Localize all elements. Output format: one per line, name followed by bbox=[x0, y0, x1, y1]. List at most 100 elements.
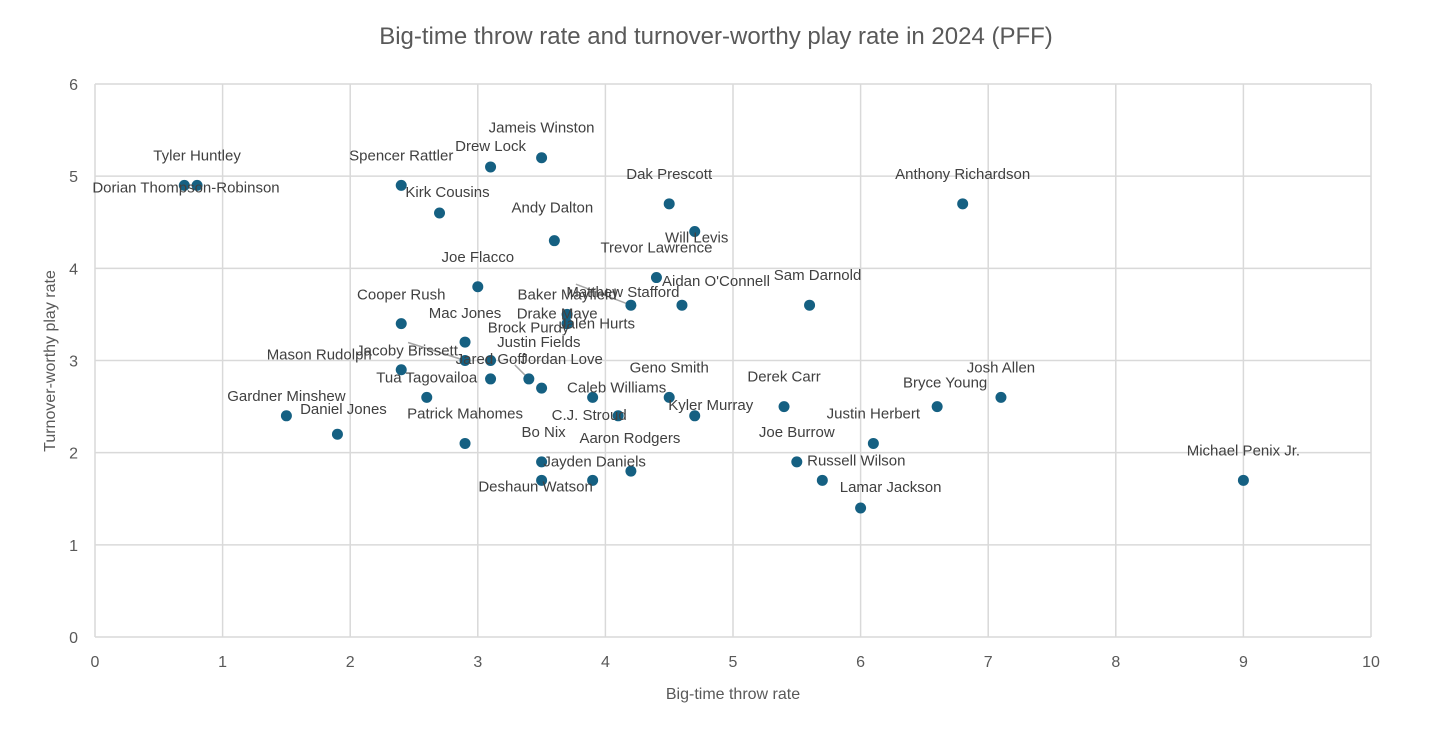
data-point[interactable] bbox=[331, 428, 343, 440]
y-tick-label: 5 bbox=[69, 169, 78, 186]
point-label: Bo Nix bbox=[522, 424, 567, 441]
data-point[interactable] bbox=[434, 207, 446, 219]
data-point[interactable] bbox=[625, 465, 637, 477]
data-point[interactable] bbox=[485, 355, 497, 366]
x-tick-label: 9 bbox=[1239, 654, 1248, 671]
point-label: Tua Tagovailoa bbox=[376, 369, 478, 386]
data-point[interactable] bbox=[395, 179, 407, 191]
x-tick-label: 4 bbox=[601, 654, 610, 671]
data-point[interactable] bbox=[855, 502, 867, 514]
data-point[interactable] bbox=[459, 437, 471, 449]
x-tick-label: 5 bbox=[729, 654, 738, 671]
point-label: Kirk Cousins bbox=[405, 184, 489, 201]
data-point[interactable] bbox=[689, 225, 701, 237]
point-label: Bryce Young bbox=[903, 375, 987, 392]
data-point[interactable] bbox=[459, 355, 471, 366]
data-point[interactable] bbox=[612, 410, 624, 422]
data-point[interactable] bbox=[485, 161, 497, 173]
point-label: Deshaun Watson bbox=[478, 478, 593, 495]
data-point[interactable] bbox=[995, 391, 1007, 403]
data-point[interactable] bbox=[395, 318, 407, 330]
data-point[interactable] bbox=[561, 308, 573, 320]
data-point[interactable] bbox=[587, 474, 599, 486]
data-point[interactable] bbox=[957, 198, 969, 210]
y-tick-label: 3 bbox=[69, 354, 78, 371]
x-tick-label: 2 bbox=[346, 654, 355, 671]
data-point[interactable] bbox=[625, 299, 637, 311]
x-tick-label: 7 bbox=[984, 654, 993, 671]
data-point[interactable] bbox=[804, 299, 816, 311]
point-label: Jayden Daniels bbox=[543, 453, 646, 470]
data-point[interactable] bbox=[689, 410, 701, 422]
data-point[interactable] bbox=[561, 318, 573, 330]
data-point[interactable] bbox=[1237, 474, 1249, 486]
data-point[interactable] bbox=[931, 401, 943, 413]
point-label: Lamar Jackson bbox=[840, 479, 942, 496]
data-point[interactable] bbox=[485, 373, 497, 385]
data-point[interactable] bbox=[395, 364, 407, 376]
point-label: Kyler Murray bbox=[668, 397, 754, 414]
data-point[interactable] bbox=[536, 456, 548, 468]
data-point[interactable] bbox=[816, 474, 828, 486]
data-point[interactable] bbox=[536, 152, 548, 164]
data-point[interactable] bbox=[548, 235, 560, 247]
axis-ticks: 0 1 2 3 4 5 6 7 8 9 10 0 1 2 3 4 5 6 bbox=[69, 77, 1380, 671]
point-label: Spencer Rattler bbox=[349, 147, 453, 164]
point-label: Baker Mayfield bbox=[518, 286, 617, 303]
x-tick-label: 3 bbox=[473, 654, 482, 671]
point-label: Joe Flacco bbox=[442, 249, 515, 266]
point-label: Tyler Huntley bbox=[153, 147, 241, 164]
data-point[interactable] bbox=[587, 391, 599, 403]
data-point[interactable] bbox=[867, 437, 879, 449]
point-label: Justin Herbert bbox=[827, 405, 921, 422]
data-point[interactable] bbox=[663, 391, 675, 403]
label-leader-line bbox=[407, 341, 466, 362]
point-label: Dorian Thompson-Robinson bbox=[92, 179, 279, 196]
x-tick-label: 8 bbox=[1111, 654, 1120, 671]
data-point[interactable] bbox=[421, 391, 433, 403]
x-axis-title: Big-time throw rate bbox=[666, 686, 800, 703]
point-label: Andy Dalton bbox=[512, 200, 594, 217]
y-tick-label: 6 bbox=[69, 77, 78, 94]
gridlines bbox=[94, 83, 1372, 638]
data-point[interactable] bbox=[191, 179, 203, 191]
point-label: Drew Lock bbox=[455, 138, 526, 155]
point-label: Geno Smith bbox=[630, 359, 709, 376]
data-point[interactable] bbox=[472, 281, 484, 293]
point-label: Derek Carr bbox=[747, 369, 820, 386]
y-axis-title: Turnover-worthy play rate bbox=[42, 270, 59, 452]
data-point[interactable] bbox=[778, 401, 790, 413]
data-point[interactable] bbox=[791, 456, 803, 468]
y-tick-label: 4 bbox=[69, 261, 78, 278]
point-label: Brock Purdy bbox=[488, 320, 570, 337]
y-tick-label: 0 bbox=[69, 630, 78, 647]
point-label: Drake Maye bbox=[517, 306, 598, 323]
point-label: Cooper Rush bbox=[357, 287, 445, 304]
point-label: Will Levis bbox=[665, 229, 728, 246]
point-label: Justin Fields bbox=[497, 334, 580, 351]
x-tick-label: 0 bbox=[91, 654, 100, 671]
data-point[interactable] bbox=[459, 336, 471, 348]
data-points bbox=[178, 152, 1249, 514]
x-tick-label: 1 bbox=[218, 654, 227, 671]
data-point[interactable] bbox=[676, 299, 688, 311]
x-tick-label: 10 bbox=[1362, 654, 1380, 671]
data-point[interactable] bbox=[650, 272, 662, 284]
data-point[interactable] bbox=[523, 373, 535, 385]
data-point[interactable] bbox=[178, 179, 190, 191]
data-point[interactable] bbox=[536, 474, 548, 486]
point-label: Patrick Mahomes bbox=[407, 405, 523, 422]
point-label: Joe Burrow bbox=[759, 424, 835, 441]
point-label: Jordan Love bbox=[520, 351, 603, 368]
data-point[interactable] bbox=[280, 410, 292, 422]
point-labels: Tyler Huntley Dorian Thompson-Robinson Spe… bbox=[92, 120, 1300, 496]
point-label: Anthony Richardson bbox=[895, 166, 1030, 183]
label-leader-line bbox=[575, 283, 632, 306]
point-label: Trevor Lawrence bbox=[600, 240, 712, 257]
data-point[interactable] bbox=[663, 198, 675, 210]
point-label: Jared Goff bbox=[456, 351, 527, 368]
point-label: Mason Rudolph bbox=[267, 347, 372, 364]
data-point[interactable] bbox=[536, 382, 548, 394]
